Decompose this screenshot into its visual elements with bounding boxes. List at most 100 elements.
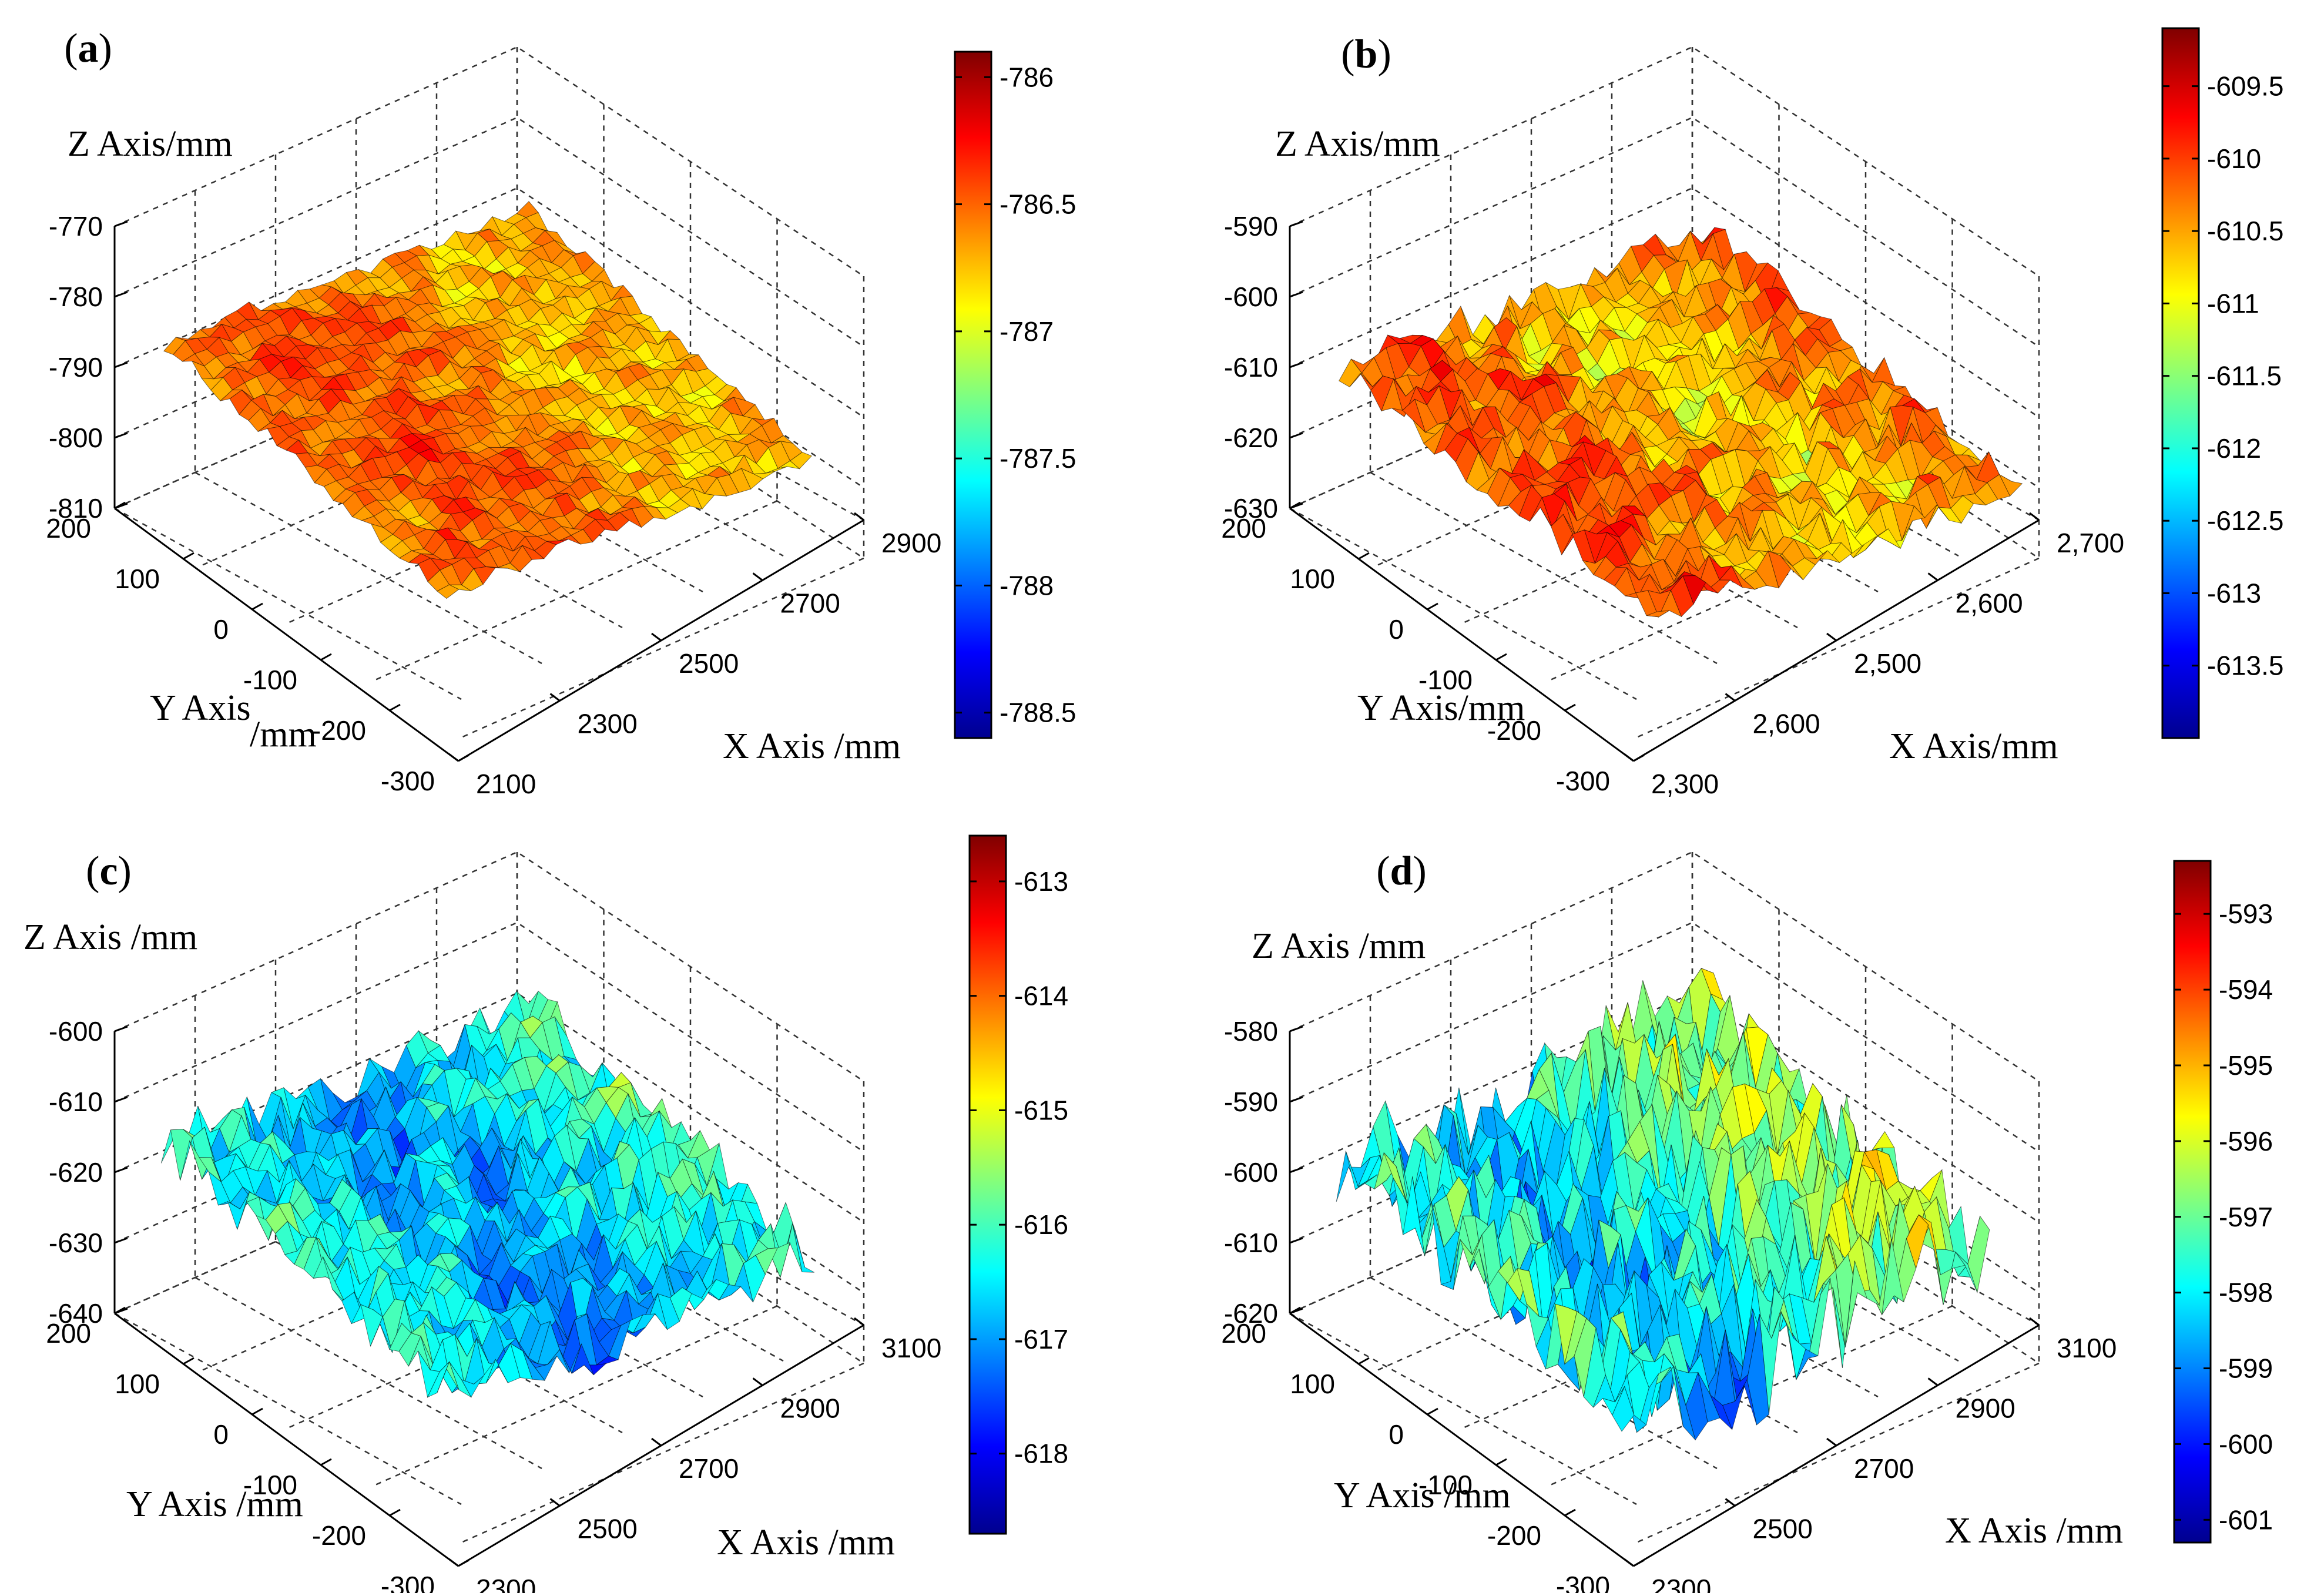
y-tick-label: 0 (1389, 614, 1404, 645)
x-tick-label: 2700 (679, 1453, 739, 1484)
z-tick-mark (1289, 291, 1303, 298)
x-tick-mark (752, 572, 763, 581)
x-tick-mark (1826, 632, 1837, 642)
panel-label-letter: c (99, 849, 118, 894)
y-tick-label: -300 (381, 1571, 435, 1593)
z-tick-label: -610 (1224, 1228, 1278, 1258)
y-tick-mark (389, 1508, 401, 1517)
y-tick-mark (183, 552, 194, 560)
z-tick-mark (1289, 220, 1303, 227)
panel-label-d: (d) (1376, 849, 1427, 894)
z-tick-mark (114, 1166, 128, 1173)
y-axis-label: Y Axis /mm (126, 1484, 303, 1524)
panel-label-letter: d (1390, 849, 1413, 894)
y-tick-mark (1289, 1306, 1301, 1315)
z-tick-label: -590 (1224, 211, 1278, 242)
y-tick-mark (1289, 501, 1301, 509)
surface-facet (437, 1361, 460, 1393)
x-tick-label: 2,500 (1854, 648, 1921, 679)
y-tick-mark (251, 1407, 263, 1416)
colorbar-tick-label: -613 (1014, 866, 1068, 897)
colorbar-tick-label: -787.5 (1000, 443, 1076, 474)
x-tick-label: 3100 (2057, 1333, 2117, 1363)
colorbar-tick-label: -612.5 (2207, 505, 2283, 536)
panel-label-b: (b) (1341, 32, 1391, 77)
z-tick-mark (114, 1237, 128, 1244)
y-tick-mark (1427, 1407, 1438, 1416)
x-tick-label: 2900 (1956, 1393, 2015, 1424)
z-axis-label: Z Axis/mm (68, 124, 233, 164)
y-tick-label: 100 (115, 1369, 160, 1399)
z-tick-label: -790 (49, 352, 103, 383)
colorbar-tick-label: -787 (1000, 316, 1054, 347)
y-axis-label: Y Axis (150, 688, 251, 728)
colorbar-tick-label: -600 (2219, 1429, 2273, 1459)
x-axis-label: X Axis /mm (717, 1523, 895, 1563)
y-tick-label: 0 (1389, 1419, 1404, 1450)
z-tick-label: -810 (49, 493, 103, 524)
y-tick-mark (183, 1357, 194, 1365)
x-axis-label: X Axis/mm (1889, 726, 2058, 766)
x-tick-mark (448, 753, 459, 762)
panel-label-open: ( (1341, 32, 1354, 77)
y-axis-line (1289, 507, 1634, 762)
y-tick-mark (1358, 1357, 1370, 1365)
x-tick-mark (448, 1558, 459, 1567)
x-tick-mark (854, 512, 864, 521)
x-tick-mark (2029, 1317, 2040, 1326)
y-axis-line (114, 1312, 459, 1567)
y-tick-label: -100 (1418, 1470, 1473, 1500)
y-tick-label: -200 (1487, 1520, 1541, 1551)
x-tick-mark (1725, 1498, 1736, 1507)
y-tick-label: -300 (1556, 1571, 1610, 1593)
z-tick-mark (1289, 1166, 1303, 1173)
y-tick-mark (458, 754, 469, 762)
y-tick-label: 200 (46, 1318, 91, 1349)
colorbar-tick-label: -601 (2219, 1504, 2273, 1535)
y-tick-label: 100 (115, 564, 160, 594)
colorbar-tick-label: -786 (1000, 62, 1054, 92)
x-tick-label: 2,600 (1956, 588, 2023, 619)
z-tick-label: -580 (1224, 1016, 1278, 1047)
colorbar-tick-label: -593 (2219, 898, 2273, 929)
x-tick-mark (1826, 1437, 1837, 1447)
grid-floor-line (114, 1312, 462, 1506)
y-tick-mark (114, 501, 126, 509)
z-tick-label: -620 (1224, 1298, 1278, 1329)
colorbar-tick-label: -595 (2219, 1050, 2273, 1081)
grid-floor-line (114, 507, 462, 700)
x-tick-mark (651, 632, 662, 642)
colorbar-tick-label: -597 (2219, 1202, 2273, 1232)
grid-floor-line (461, 1362, 864, 1544)
x-tick-mark (1725, 693, 1736, 702)
z-tick-label: -630 (1224, 493, 1278, 524)
z-tick-label: -770 (49, 211, 103, 242)
y-tick-mark (1564, 1508, 1576, 1517)
z-tick-mark (114, 1025, 128, 1032)
surface-facet (1872, 1131, 1895, 1150)
colorbar-b (2161, 27, 2200, 739)
z-tick-label: -630 (49, 1228, 103, 1258)
x-axis-label: X Axis /mm (723, 726, 901, 766)
x-axis-label: X Axis /mm (1945, 1511, 2123, 1551)
x-tick-label: 2900 (780, 1393, 840, 1424)
colorbar-tick-label: -614 (1014, 981, 1068, 1011)
z-tick-mark (114, 291, 128, 298)
y-axis-unit: /mm (250, 715, 317, 755)
z-tick-mark (1289, 432, 1303, 439)
z-axis-label: Z Axis /mm (24, 917, 197, 957)
x-tick-label: 2700 (780, 588, 840, 619)
colorbar-tick-label: -786.5 (1000, 189, 1076, 220)
z-tick-label: -780 (49, 281, 103, 312)
colorbar-tick-label: -612 (2207, 433, 2261, 464)
y-tick-mark (1495, 653, 1507, 661)
y-tick-mark (251, 602, 263, 611)
y-tick-label: 200 (46, 513, 91, 544)
x-tick-mark (549, 693, 561, 702)
grid-floor-line (461, 557, 864, 739)
y-tick-mark (1564, 703, 1576, 712)
